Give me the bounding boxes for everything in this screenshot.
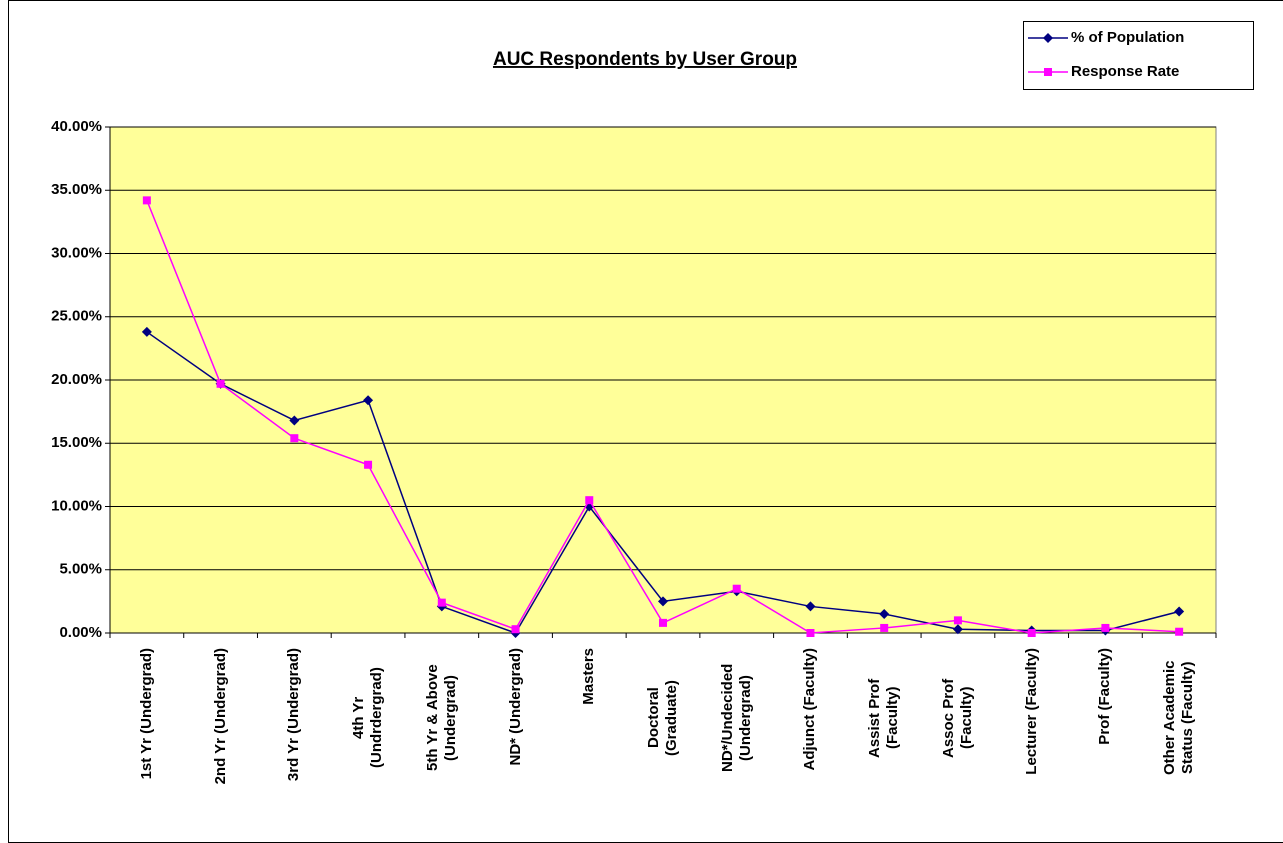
marker <box>142 196 151 205</box>
x-tick-label: 3rd Yr (Undergrad) <box>285 648 303 782</box>
x-tick-label: Other Academic Status (Faculty) <box>1161 660 1197 776</box>
legend-box <box>1023 21 1254 90</box>
x-tick-label: 5th Yr & Above (Undergrad) <box>423 664 459 772</box>
marker <box>1174 606 1185 617</box>
y-tick-label: 10.00% <box>51 497 102 514</box>
chart-title: AUC Respondents by User Group <box>493 49 797 70</box>
y-tick-label: 15.00% <box>51 434 102 451</box>
y-tick-label: 25.00% <box>51 308 102 325</box>
x-tick-label: ND* (Undergrad) <box>506 648 524 766</box>
marker <box>806 629 815 637</box>
marker <box>1044 68 1052 76</box>
marker <box>659 618 667 627</box>
marker <box>216 379 225 388</box>
marker <box>1175 627 1184 636</box>
y-tick-label: 35.00% <box>51 181 102 198</box>
marker <box>732 584 741 593</box>
marker <box>658 596 668 607</box>
legend-label: Response Rate <box>1071 63 1179 80</box>
marker <box>511 625 520 634</box>
y-tick-label: 30.00% <box>51 244 102 261</box>
x-tick-label: Doctoral (Graduate) <box>645 680 680 756</box>
marker <box>141 326 152 337</box>
marker <box>879 609 890 620</box>
y-tick-label: 5.00% <box>59 561 102 578</box>
marker <box>1027 629 1036 637</box>
y-tick-label: 20.00% <box>51 371 102 388</box>
x-tick-label: Assoc Prof (Faculty) <box>939 678 975 758</box>
marker <box>1101 623 1110 632</box>
x-tick-label: Prof (Faculty) <box>1096 648 1114 745</box>
marker <box>953 616 962 625</box>
x-tick-label: 4th Yr (Undrdergrad) <box>350 667 386 769</box>
x-tick-label: Assist Prof (Faculty) <box>866 678 902 758</box>
marker <box>289 415 300 426</box>
legend-label: % of Population <box>1071 29 1184 46</box>
marker <box>1043 33 1053 43</box>
x-tick-label: 1st Yr (Undergrad) <box>137 648 155 780</box>
marker <box>290 434 299 443</box>
marker <box>363 395 374 406</box>
y-tick-label: 40.00% <box>51 118 102 135</box>
y-tick-label: 0.00% <box>59 624 102 641</box>
x-tick-label: Lecturer (Faculty) <box>1022 648 1040 775</box>
x-tick-label: ND*/Undecided (Undergrad) <box>718 663 754 773</box>
x-tick-label: Adjunct (Faculty) <box>801 648 819 771</box>
marker <box>805 601 816 612</box>
marker <box>364 460 373 469</box>
marker <box>952 624 963 635</box>
x-tick-label: Masters <box>580 648 598 705</box>
marker <box>437 598 446 607</box>
x-tick-label: 2nd Yr (Undergrad) <box>211 648 229 785</box>
marker <box>880 623 889 632</box>
marker <box>585 496 594 505</box>
